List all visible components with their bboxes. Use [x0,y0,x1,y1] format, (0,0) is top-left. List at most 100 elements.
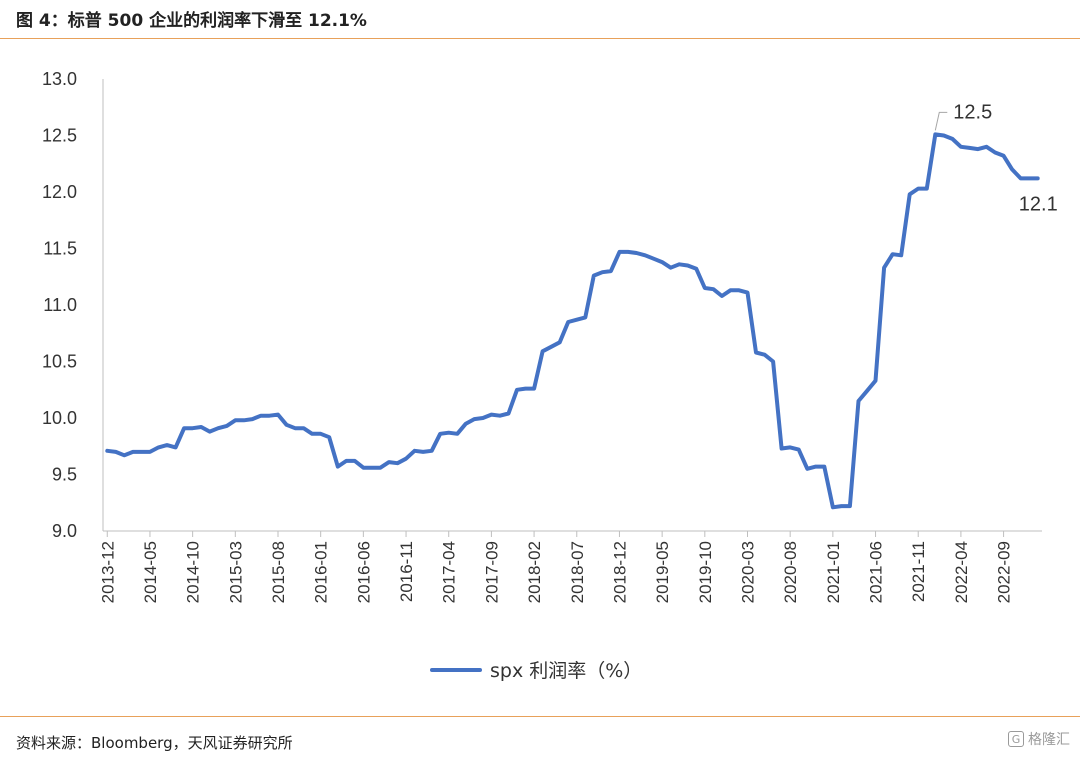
annotation-layer: 12.5 12.1 [934,101,1058,215]
y-tick-label: 12.0 [42,182,77,202]
data-point [276,413,280,417]
watermark: G 格隆汇 [1008,729,1070,749]
data-point [353,459,357,463]
x-tick-label: 2015-03 [226,541,245,603]
watermark-logo-icon: G [1008,731,1024,747]
legend-label: spx 利润率（%） [490,660,643,682]
data-point [950,137,954,141]
data-point [549,345,553,349]
data-point [157,445,160,449]
data-point [336,465,340,469]
x-tick-label: 2021-01 [824,541,843,603]
data-point [737,288,741,292]
legend-swatch [430,667,482,672]
data-point [199,425,203,429]
data-point [524,387,527,391]
data-point [788,445,792,449]
data-point [771,360,775,363]
y-tick-label: 13.0 [42,69,77,89]
x-tick-label: 2019-05 [653,541,672,603]
data-point [404,457,408,461]
data-point [361,466,365,470]
x-tick-label: 2020-08 [781,541,800,603]
data-point [711,287,715,291]
y-tick-label: 10.5 [42,352,77,372]
x-tick-label: 2015-08 [269,541,288,603]
x-tick-label: 2020-03 [738,541,757,603]
x-tick-label: 2021-11 [909,541,928,602]
data-point [378,466,382,470]
data-point [993,151,997,154]
data-point [447,431,451,435]
data-point [626,250,630,254]
data-point [498,414,502,418]
data-point [925,187,929,191]
data-point [293,426,297,430]
data-point [754,351,758,354]
data-point [882,266,886,270]
x-tick-label: 2022-04 [952,541,971,603]
data-point [532,387,536,391]
x-tick-label: 2016-06 [354,541,373,603]
data-point [618,250,621,254]
data-point [413,449,417,453]
data-point [891,252,895,256]
data-point [857,399,860,403]
data-point [438,432,442,436]
data-point [489,413,493,417]
data-point [285,423,288,427]
data-point [387,460,391,464]
data-point [515,388,519,392]
x-tick-label: 2018-02 [525,541,544,603]
data-point [1036,176,1040,180]
data-point [370,466,374,470]
data-point [728,288,732,292]
data-point [652,257,656,261]
data-point [575,318,579,322]
data-point [507,412,510,415]
data-point [797,448,801,452]
x-tick-label: 2022-09 [995,541,1014,603]
data-label: 12.1 [1019,193,1058,215]
data-point [720,294,724,298]
data-point [225,424,229,428]
data-point [250,417,254,421]
data-point [302,426,306,430]
x-tick-label: 2017-09 [482,541,501,603]
data-point [1019,176,1023,180]
data-point [660,260,664,264]
data-point [242,418,246,422]
y-tick-label: 11.5 [43,239,77,259]
data-point [643,253,647,257]
x-tick-label: 2017-04 [440,541,459,603]
data-point [1027,176,1031,180]
annotation-leader [934,111,948,131]
x-tick-label: 2014-10 [184,541,203,603]
data-point [310,432,314,436]
data-point [677,262,681,266]
source-note: 资料来源：Bloomberg，天风证券研究所 [16,734,293,752]
data-point [472,417,476,421]
x-axis: 2013-12 2014-05 2014-10 2015-03 2015-08 2016-… [98,530,1042,603]
data-point [976,147,980,151]
data-point [908,192,912,196]
data-point [1010,167,1014,171]
data-point [139,450,143,454]
data-point [865,389,869,393]
data-point [822,465,826,469]
y-tick-label: 11.0 [43,295,77,315]
data-point [191,426,195,430]
data-point [344,459,348,463]
title-divider [0,38,1080,39]
data-point [763,353,767,357]
data-point [746,291,749,295]
data-point [583,315,587,319]
data-point [933,132,937,136]
data-point [686,264,690,267]
data-point [430,449,434,453]
data-point [182,426,186,430]
data-point [609,269,613,273]
chart-legend: spx 利润率（%） [430,656,642,683]
data-point [455,432,459,436]
y-tick-label: 9.0 [52,521,77,541]
